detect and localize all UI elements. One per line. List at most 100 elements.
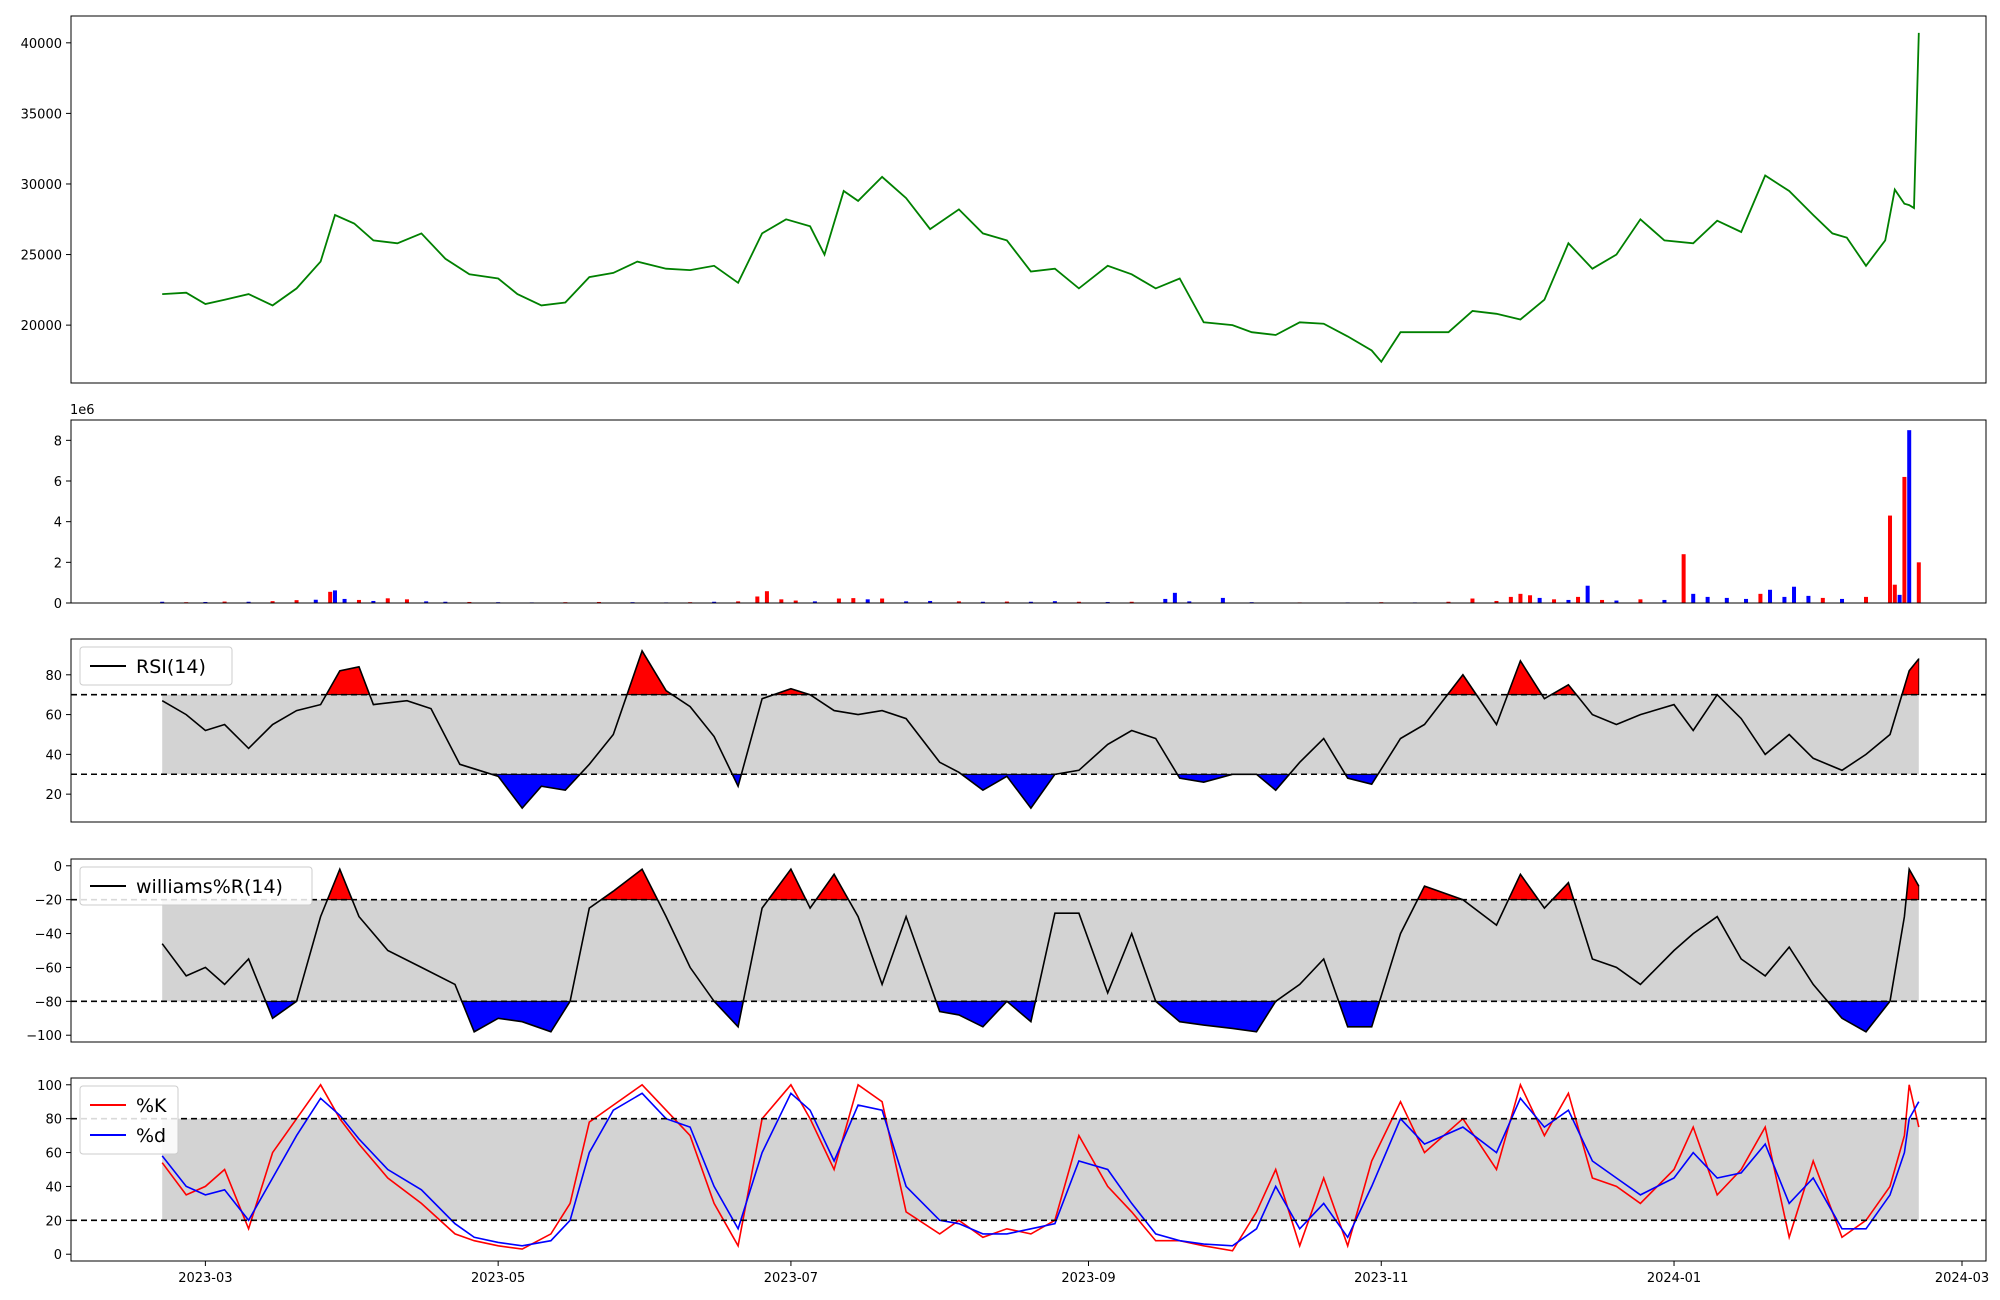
volume-bar — [928, 600, 933, 603]
rsi-overbought-fill — [1901, 657, 1920, 696]
volume-bar — [1782, 596, 1787, 603]
volume-bar — [1820, 597, 1825, 603]
x-tick-label: 2023-03 — [178, 1271, 232, 1286]
volume-bar — [1508, 596, 1513, 603]
stoch-legend-label: %d — [136, 1125, 166, 1147]
x-tick-label: 2024-03 — [1935, 1271, 1989, 1286]
volume-bar — [980, 601, 985, 603]
stoch-ytick-label: 60 — [45, 1147, 62, 1162]
rsi-ytick-label: 40 — [45, 748, 62, 763]
volume-bar — [1864, 596, 1869, 603]
volume-bar — [294, 600, 299, 603]
williams-ytick-label: −40 — [35, 928, 62, 943]
williams-band — [162, 899, 1919, 1002]
x-tick-label: 2023-05 — [471, 1271, 525, 1286]
volume-bar — [1897, 594, 1902, 603]
x-tick-label: 2024-01 — [1647, 1271, 1701, 1286]
williams-ytick-label: −60 — [35, 961, 62, 976]
rsi-oversold-fill — [491, 773, 582, 809]
volume-bar — [1566, 599, 1571, 603]
x-tick-label: 2023-11 — [1354, 1271, 1408, 1286]
rsi-ytick-label: 80 — [45, 669, 62, 684]
volume-bar — [356, 599, 361, 603]
price-ytick-label: 40000 — [21, 37, 62, 52]
volume-bar — [1768, 589, 1773, 603]
volume-bar — [371, 600, 376, 603]
stoch-series-line-1 — [161, 1092, 1920, 1247]
volume-bar — [1028, 601, 1033, 603]
stoch-legend-label: %K — [136, 1095, 167, 1117]
williams-frame — [70, 858, 1987, 1043]
volume-bar — [1076, 601, 1081, 603]
volume-bar — [1537, 597, 1542, 603]
rsi-band — [162, 694, 1919, 775]
stoch-frame — [70, 1077, 1987, 1262]
volume-bar — [1902, 476, 1907, 603]
volume-bar — [160, 601, 165, 603]
rsi-ytick-label: 60 — [45, 709, 62, 724]
volume-ytick-label: 0 — [54, 597, 62, 612]
volume-ytick-label: 4 — [54, 516, 62, 531]
stoch-legend — [79, 1085, 179, 1155]
volume-bar — [424, 601, 429, 603]
x-tick-label: 2023-09 — [1061, 1271, 1115, 1286]
price-ytick-label: 20000 — [21, 319, 62, 334]
volume-bar — [1614, 600, 1619, 603]
volume-bar — [404, 599, 409, 603]
price-frame — [70, 15, 1987, 384]
stoch-ytick-label: 100 — [37, 1079, 62, 1094]
volume-bar — [313, 599, 318, 603]
volume-bar — [793, 600, 798, 603]
stoch-series-line-0 — [161, 1082, 1920, 1252]
volume-bar — [1528, 595, 1533, 603]
volume-bar — [332, 590, 337, 603]
volume-bar — [1806, 595, 1811, 603]
volume-bar — [1552, 599, 1557, 603]
rsi-series-line-0 — [161, 649, 1920, 810]
volume-bar — [1840, 598, 1845, 603]
volume-bar — [812, 601, 817, 603]
volume-bar — [203, 601, 208, 603]
rsi-overbought-fill — [1507, 660, 1543, 696]
volume-bar — [865, 599, 870, 603]
volume-bar — [1004, 601, 1009, 603]
volume-bar — [342, 598, 347, 603]
volume-bar — [270, 601, 275, 603]
panel-stochastic: 0 20 40 60 80 100 %K %d — [37, 1077, 1987, 1263]
volume-frame — [70, 419, 1987, 604]
volume-bar — [1638, 599, 1643, 603]
price-series-line — [162, 32, 1920, 364]
volume-bar — [904, 601, 909, 603]
volume-bar — [1585, 585, 1590, 603]
volume-bar — [956, 601, 961, 603]
volume-offset-label: 1e6 — [70, 403, 95, 418]
volume-bar — [1172, 592, 1177, 603]
volume-ytick-label: 6 — [54, 475, 62, 490]
volume-bar — [1681, 554, 1686, 603]
panel-volume: 1e6 0 2 4 6 8 — [54, 403, 1987, 612]
volume-bar — [1916, 562, 1921, 603]
rsi-legend — [79, 646, 233, 686]
stoch-ytick-label: 40 — [45, 1180, 62, 1195]
volume-bar — [712, 601, 717, 603]
rsi-ytick-label: 20 — [45, 788, 62, 803]
volume-bar — [836, 598, 841, 603]
volume-bar — [1052, 601, 1057, 603]
volume-ytick-label: 2 — [54, 556, 62, 571]
volume-bar — [222, 601, 227, 603]
volume-ytick-label: 8 — [54, 434, 62, 449]
rsi-overbought-fill — [325, 666, 371, 696]
volume-bar — [764, 591, 769, 603]
williams-ytick-label: −80 — [35, 995, 62, 1010]
volume-bar — [851, 598, 856, 603]
price-ytick-label: 35000 — [21, 107, 62, 122]
volume-bar — [328, 591, 333, 603]
volume-bar — [1220, 597, 1225, 603]
volume-bar — [1907, 430, 1912, 603]
x-axis: 2023-03 2023-05 2023-07 2023-09 2023-11 2024-… — [178, 1261, 1989, 1286]
price-ytick-label: 25000 — [21, 249, 62, 264]
volume-bar — [1129, 601, 1134, 603]
volume-bar — [467, 601, 472, 603]
volume-bar — [1758, 593, 1763, 603]
